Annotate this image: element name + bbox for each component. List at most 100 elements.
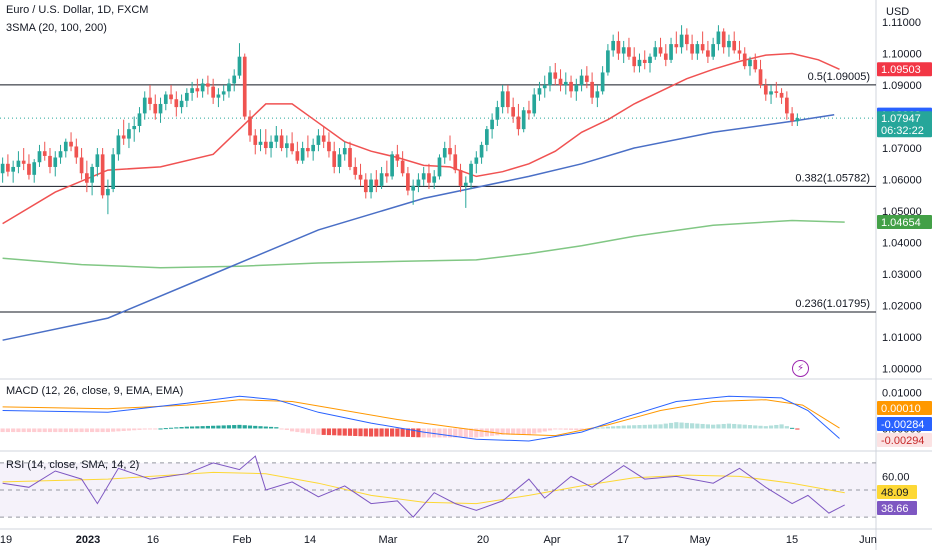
- candle-body: [553, 72, 558, 79]
- macd-histogram-bar: [732, 423, 737, 429]
- macd-histogram-bar: [632, 425, 637, 429]
- price-tag-label: 1.09503: [881, 64, 921, 76]
- macd-histogram-bar: [379, 428, 384, 437]
- macd-histogram-bar: [611, 426, 616, 429]
- macd-histogram-bar: [595, 428, 600, 430]
- candle-body: [600, 72, 605, 92]
- macd-histogram-bar: [184, 426, 189, 429]
- macd-histogram-bar: [758, 425, 763, 429]
- macd-tag-label: -0.00294: [881, 435, 924, 447]
- candle-body: [353, 166, 358, 175]
- price-tick-label: 1.07000: [882, 143, 922, 155]
- candle-body: [263, 141, 268, 149]
- candle-body: [211, 86, 215, 98]
- macd-histogram-bar: [216, 425, 221, 429]
- macd-histogram-bar: [32, 428, 37, 433]
- macd-histogram-bar: [332, 428, 337, 436]
- candle-body: [527, 110, 531, 114]
- currency-label: USD: [886, 6, 910, 18]
- candle-body: [158, 103, 163, 114]
- macd-histogram-bar: [453, 428, 458, 438]
- macd-histogram-bar: [668, 422, 674, 429]
- macd-histogram-bar: [395, 428, 400, 437]
- lightning-icon[interactable]: ⚡: [792, 360, 809, 377]
- candle-body: [285, 143, 289, 149]
- candle-body: [606, 50, 610, 73]
- price-tick-label: 1.03000: [882, 269, 922, 281]
- candle-body: [463, 182, 468, 186]
- macd-histogram-bar: [516, 428, 521, 435]
- candle-body: [69, 141, 73, 147]
- candle-body: [142, 97, 147, 114]
- macd-histogram-bar: [253, 425, 258, 429]
- macd-histogram-bar: [368, 428, 374, 437]
- macd-histogram-bar: [326, 428, 332, 436]
- candle-body: [706, 50, 710, 57]
- candle-body: [200, 83, 205, 92]
- candle-body: [11, 166, 15, 172]
- macd-histogram-bar: [779, 424, 784, 429]
- candle-body: [358, 174, 363, 180]
- macd-histogram-bar: [642, 424, 647, 429]
- macd-histogram-bar: [163, 428, 168, 430]
- macd-histogram-bar: [505, 428, 510, 435]
- macd-histogram-bar: [684, 422, 689, 429]
- macd-histogram-bar: [232, 425, 237, 429]
- candle-body: [585, 75, 589, 82]
- macd-histogram-bar: [442, 428, 447, 438]
- macd-histogram-bar: [68, 428, 74, 433]
- macd-histogram-bar: [237, 424, 242, 429]
- candle-body: [369, 179, 373, 193]
- rsi-legend[interactable]: RSI (14, close, SMA, 14, 2): [6, 459, 140, 471]
- candle-body: [227, 83, 231, 92]
- candle-body: [695, 44, 700, 54]
- macd-histogram-bar: [500, 428, 505, 435]
- sma100-line: [2, 113, 835, 341]
- macd-histogram-bar: [479, 428, 484, 437]
- macd-histogram-bar: [753, 425, 758, 429]
- candle-body: [85, 173, 89, 183]
- candle-body: [774, 91, 779, 93]
- candle-body: [242, 56, 247, 117]
- candle-body: [395, 154, 400, 161]
- macd-histogram-bar: [621, 425, 626, 429]
- candle-body: [469, 163, 473, 183]
- price-tag: [877, 214, 932, 229]
- candle-body: [758, 69, 763, 86]
- candle-body: [342, 148, 347, 155]
- price-tick-label: 1.00000: [882, 364, 922, 376]
- candle-body: [653, 47, 658, 57]
- macd-signal-line: [2, 399, 840, 437]
- candle-body: [753, 59, 758, 70]
- macd-histogram-bar: [674, 422, 679, 429]
- macd-histogram-bar: [711, 424, 716, 429]
- sma-legend[interactable]: 3SMA (20, 100, 200): [6, 22, 107, 34]
- chart-title[interactable]: Euro / U.S. Dollar, 1D, FXCM: [6, 4, 149, 16]
- macd-histogram-bar: [179, 427, 184, 429]
- candle-body: [785, 97, 789, 114]
- macd-histogram-bar: [132, 428, 137, 431]
- candle-body: [500, 91, 505, 108]
- candle-body: [795, 118, 800, 122]
- candle-body: [700, 44, 705, 51]
- candle-body: [174, 99, 179, 108]
- candle-body: [121, 135, 126, 139]
- macd-histogram-bar: [721, 423, 726, 429]
- macd-histogram-bar: [53, 428, 58, 433]
- candle-body: [506, 91, 510, 108]
- candle-body: [406, 173, 410, 191]
- macd-tag: [877, 433, 932, 447]
- candle-body: [442, 148, 447, 158]
- macd-tag: [877, 417, 932, 431]
- candle-body: [27, 163, 31, 175]
- candle-body: [532, 94, 537, 114]
- candle-body: [90, 166, 94, 183]
- macd-legend[interactable]: MACD (12, 26, close, 9, EMA, EMA): [6, 385, 184, 397]
- candle-body: [269, 141, 273, 149]
- fib-level-label: 0.382(1.05782): [795, 172, 870, 184]
- price-tick-label: 1.02000: [882, 301, 922, 313]
- candle-body: [132, 126, 137, 130]
- macd-histogram-bar: [363, 428, 368, 437]
